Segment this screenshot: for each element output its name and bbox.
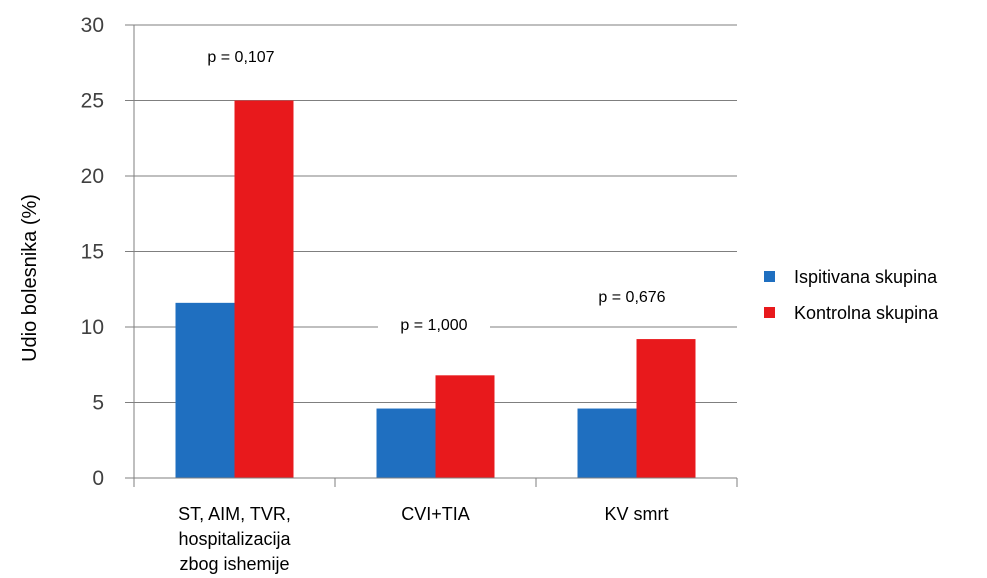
bar-kontrolna-2 [636,339,696,478]
legend: Ispitivana skupina Kontrolna skupina [764,267,939,323]
p-value-annotations: p = 0,107 p = 1,000 p = 0,676 [207,49,688,338]
legend-swatch [764,271,775,282]
x-category-labels: ST, AIM, TVR, hospitalizacija zbog ishemij… [178,504,668,574]
axes [125,24,738,487]
p-value-annotation: p = 0,676 [598,289,665,306]
x-category-label: ST, AIM, TVR, [178,504,291,524]
bar-ispitivana-1 [376,408,436,478]
y-tick-label: 20 [81,165,104,188]
bar-kontrolna-0 [234,100,294,478]
x-category-label: zbog ishemije [179,554,289,574]
x-category-label: KV smrt [604,504,668,524]
y-tick-label: 25 [81,90,104,113]
y-tick-label: 10 [81,316,104,339]
y-tick-label: 15 [81,241,104,264]
y-tick-labels: 0 5 10 15 20 25 30 [81,14,104,490]
y-tick-label: 5 [92,392,104,415]
bars [175,100,696,478]
legend-label: Kontrolna skupina [794,303,939,323]
bar-ispitivana-0 [175,302,235,478]
annotation-background [378,312,490,338]
bar-kontrolna-1 [435,375,495,478]
x-category-label: CVI+TIA [401,504,470,524]
y-axis-label: Udio bolesnika (%) [19,194,41,362]
y-tick-label: 30 [81,14,104,37]
p-value-annotation: p = 0,107 [207,49,274,66]
p-value-annotation: p = 1,000 [400,317,467,334]
legend-label: Ispitivana skupina [794,267,938,287]
legend-swatch [764,307,775,318]
x-category-label: hospitalizacija [178,529,291,549]
y-tick-label: 0 [92,467,104,490]
annotation-background [576,284,688,310]
bar-ispitivana-2 [577,408,637,478]
